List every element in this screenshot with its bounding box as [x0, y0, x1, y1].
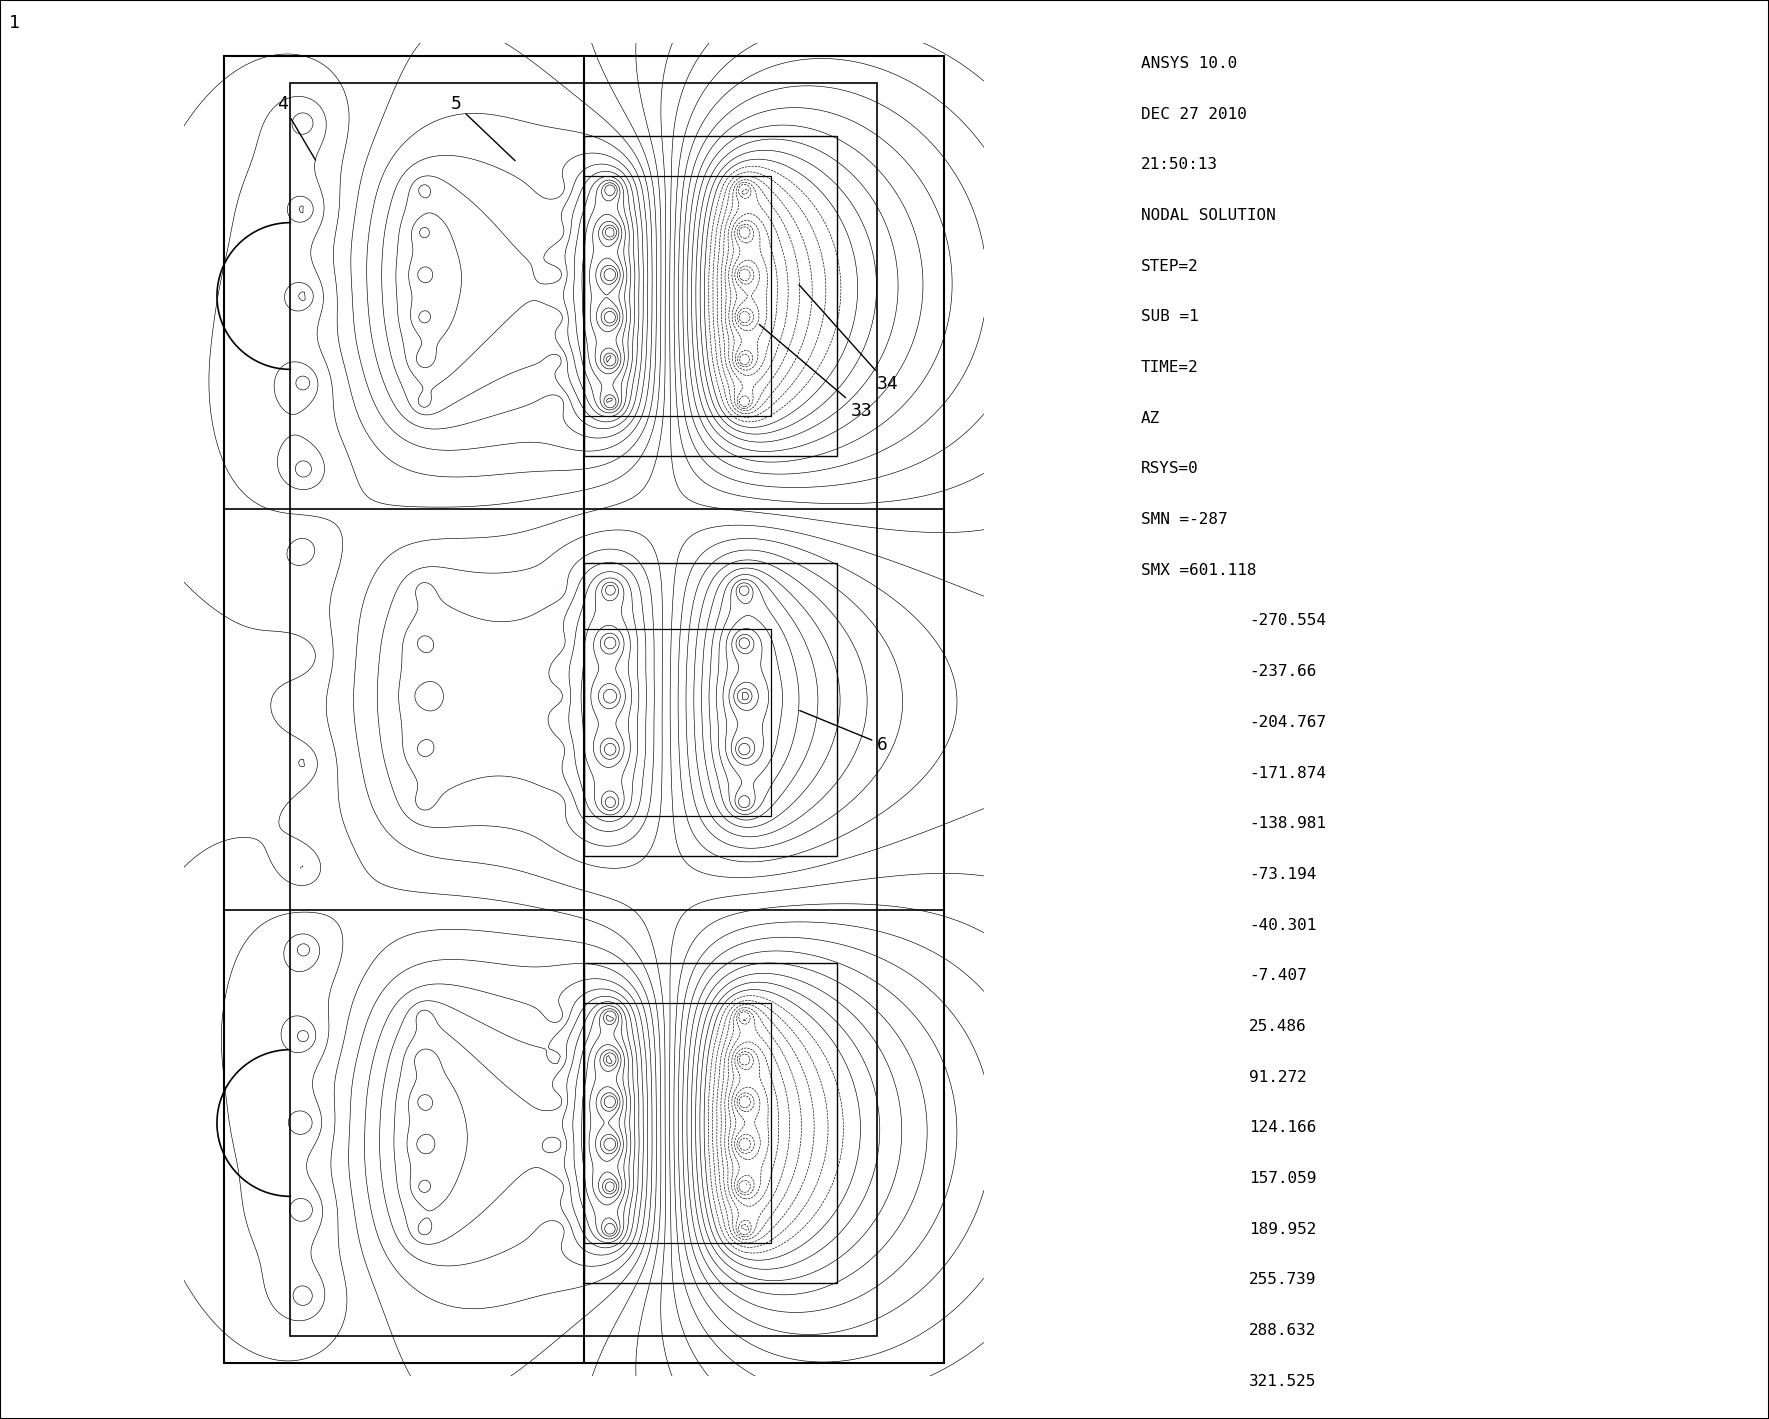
Text: SUB =1: SUB =1	[1141, 309, 1199, 325]
Text: 321.525: 321.525	[1249, 1374, 1316, 1389]
Bar	[584, 630, 771, 816]
Text: 21:50:13: 21:50:13	[1141, 158, 1219, 172]
Text: -237.66: -237.66	[1249, 664, 1316, 680]
Text: RSYS=0: RSYS=0	[1141, 461, 1199, 477]
Text: -171.874: -171.874	[1249, 765, 1327, 780]
Text: 4: 4	[278, 95, 315, 160]
Bar	[584, 563, 837, 856]
Text: -7.407: -7.407	[1249, 968, 1307, 983]
Text: -138.981: -138.981	[1249, 816, 1327, 832]
Text: 255.739: 255.739	[1249, 1273, 1316, 1287]
Text: 33: 33	[759, 325, 872, 420]
Text: 5: 5	[451, 95, 515, 160]
Text: 91.272: 91.272	[1249, 1070, 1307, 1084]
Bar	[584, 176, 771, 416]
Text: -204.767: -204.767	[1249, 715, 1327, 729]
Text: -40.301: -40.301	[1249, 918, 1316, 932]
Text: 288.632: 288.632	[1249, 1323, 1316, 1338]
Text: 6: 6	[800, 711, 888, 753]
Text: SMX =601.118: SMX =601.118	[1141, 563, 1256, 578]
Bar	[584, 136, 837, 455]
Text: ANSYS 10.0: ANSYS 10.0	[1141, 55, 1237, 71]
Text: -73.194: -73.194	[1249, 867, 1316, 881]
Text: 189.952: 189.952	[1249, 1222, 1316, 1237]
Text: TIME=2: TIME=2	[1141, 360, 1199, 375]
Text: SMN =-287: SMN =-287	[1141, 512, 1228, 526]
Bar	[584, 964, 837, 1283]
Text: 124.166: 124.166	[1249, 1121, 1316, 1135]
Text: DEC 27 2010: DEC 27 2010	[1141, 106, 1247, 122]
Text: -270.554: -270.554	[1249, 613, 1327, 629]
Text: STEP=2: STEP=2	[1141, 258, 1199, 274]
Bar	[584, 1003, 771, 1243]
Text: 25.486: 25.486	[1249, 1019, 1307, 1034]
Text: NODAL SOLUTION: NODAL SOLUTION	[1141, 209, 1275, 223]
Text: 157.059: 157.059	[1249, 1171, 1316, 1186]
Text: 1: 1	[9, 14, 19, 33]
Text: AZ: AZ	[1141, 410, 1160, 426]
Text: 34: 34	[800, 285, 899, 393]
Bar	[290, 82, 877, 1337]
